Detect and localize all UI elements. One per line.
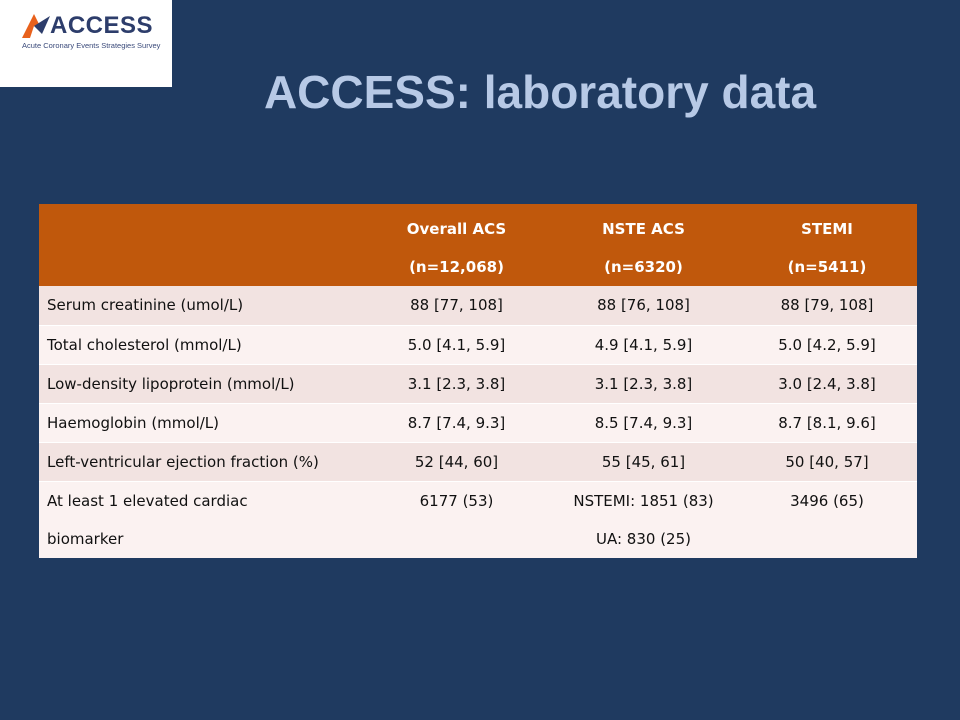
lab-data-table: Overall ACS NSTE ACS STEMI (n=12,068) (n… <box>39 204 917 558</box>
table-row-biomarker: At least 1 elevated cardiac biomarker 61… <box>39 480 917 558</box>
cell-stemi: 3496 (65) <box>737 480 917 558</box>
cell-overall: 3.1 [2.3, 3.8] <box>363 363 550 403</box>
cell-nste: 4.9 [4.1, 5.9] <box>550 324 737 364</box>
table-row: Haemoglobin (mmol/L) 8.7 [7.4, 9.3] 8.5 … <box>39 402 917 442</box>
table-header-row-n: (n=12,068) (n=6320) (n=5411) <box>39 248 917 286</box>
header-overall-acs-n: (n=12,068) <box>409 258 504 276</box>
cell-stemi: 8.7 [8.1, 9.6] <box>737 402 917 442</box>
logo-tagline: Acute Coronary Events Strategies Survey <box>22 41 161 50</box>
cell-nste: 88 [76, 108] <box>597 296 690 315</box>
cell-stemi: 50 [40, 57] <box>737 441 917 481</box>
header-blank-n <box>39 248 363 286</box>
row-label: Haemoglobin (mmol/L) <box>39 402 363 442</box>
table-header-row: Overall ACS NSTE ACS STEMI <box>39 204 917 248</box>
table-row: Serum creatinine (umol/L) 88 [77, 108] 8… <box>39 286 917 325</box>
cell-nste-line2: UA: 830 (25) <box>596 529 691 548</box>
row-label: At least 1 elevated cardiac biomarker <box>39 480 363 558</box>
cell-stemi: 3.0 [2.4, 3.8] <box>737 363 917 403</box>
cell-stemi: 5.0 [4.2, 5.9] <box>737 324 917 364</box>
header-stemi-n: (n=5411) <box>787 258 867 276</box>
cell-overall-value: 6177 (53) <box>419 491 494 510</box>
cell-overall: 8.7 [7.4, 9.3] <box>363 402 550 442</box>
access-logo-icon <box>22 14 50 38</box>
header-overall-acs: Overall ACS <box>406 220 507 238</box>
logo: ACCESS Acute Coronary Events Strategies … <box>0 0 172 87</box>
cell-stemi: 88 [79, 108] <box>780 296 874 315</box>
cell-nste: 3.1 [2.3, 3.8] <box>550 363 737 403</box>
cell-nste-line1: NSTEMI: 1851 (83) <box>573 491 714 510</box>
cell-nste: 55 [45, 61] <box>550 441 737 481</box>
slide-title: ACCESS: laboratory data <box>263 66 817 118</box>
cell-overall: 5.0 [4.1, 5.9] <box>363 324 550 364</box>
header-stemi: STEMI <box>801 220 853 238</box>
row-label: Left-ventricular ejection fraction (%) <box>39 441 363 481</box>
cell-nste: 8.5 [7.4, 9.3] <box>550 402 737 442</box>
cell-overall: 88 [77, 108] <box>410 296 503 315</box>
row-label-line2: biomarker <box>47 529 124 548</box>
row-label: Low-density lipoprotein (mmol/L) <box>39 363 363 403</box>
table-row: Left-ventricular ejection fraction (%) 5… <box>39 441 917 481</box>
header-nste-acs-n: (n=6320) <box>604 258 683 276</box>
header-nste-acs: NSTE ACS <box>602 220 685 238</box>
cell-stemi-value: 3496 (65) <box>790 491 864 510</box>
cell-nste: NSTEMI: 1851 (83) UA: 830 (25) <box>550 480 737 558</box>
row-label: Total cholesterol (mmol/L) <box>39 324 363 364</box>
table-row: Total cholesterol (mmol/L) 5.0 [4.1, 5.9… <box>39 324 917 364</box>
cell-overall: 52 [44, 60] <box>363 441 550 481</box>
row-label: Serum creatinine (umol/L) <box>47 296 244 315</box>
header-blank <box>39 204 363 248</box>
cell-overall: 6177 (53) <box>363 480 550 558</box>
row-label-line1: At least 1 elevated cardiac <box>47 491 248 510</box>
table-row: Low-density lipoprotein (mmol/L) 3.1 [2.… <box>39 363 917 403</box>
logo-wordmark: ACCESS <box>50 12 154 39</box>
